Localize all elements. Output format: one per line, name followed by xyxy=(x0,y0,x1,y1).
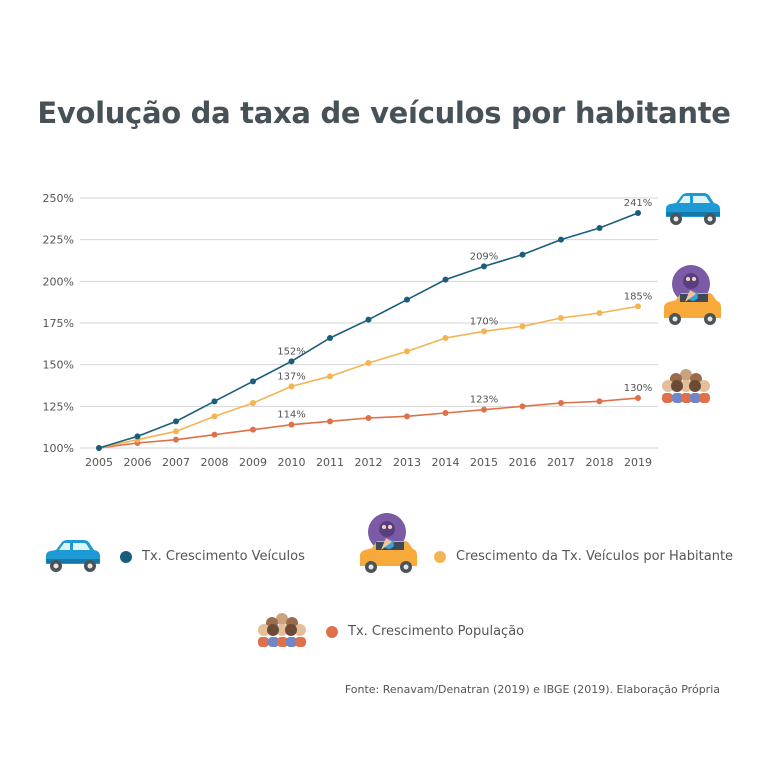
x-tick-label: 2007 xyxy=(162,456,190,469)
y-tick-label: 225% xyxy=(43,234,74,247)
data-label: 137% xyxy=(277,371,306,382)
data-point xyxy=(404,296,410,303)
data-point xyxy=(558,400,564,406)
legend-item-veiculos-por-habitante: Crescimento da Tx. Veículos por Habitant… xyxy=(434,549,733,564)
data-point xyxy=(365,360,372,366)
data-point xyxy=(404,413,410,420)
data-label: 241% xyxy=(624,198,653,209)
y-tick-label: 125% xyxy=(43,400,74,413)
data-point xyxy=(558,236,564,243)
legend-label: Crescimento da Tx. Veículos por Habitant… xyxy=(456,549,734,564)
series-line xyxy=(98,305,639,449)
data-point xyxy=(288,358,295,365)
data-point xyxy=(442,410,449,416)
data-point xyxy=(481,406,487,413)
data-point xyxy=(250,426,256,433)
data-point xyxy=(211,398,218,405)
x-tick-label: 2010 xyxy=(278,456,306,469)
people-group-icon xyxy=(662,369,710,403)
data-point xyxy=(635,395,641,401)
data-point xyxy=(442,276,449,283)
data-point xyxy=(327,418,333,425)
car-with-person-icon xyxy=(664,265,721,325)
data-point xyxy=(365,316,372,323)
data-point xyxy=(481,263,487,270)
data-label: 170% xyxy=(470,316,499,327)
data-point xyxy=(134,433,141,440)
data-point xyxy=(327,373,333,380)
car-with-person-icon xyxy=(360,513,417,573)
data-label: 114% xyxy=(277,410,306,421)
legend-label: Tx. Crescimento Veículos xyxy=(142,549,305,564)
data-point xyxy=(250,400,256,406)
legend-item-veiculos: Tx. Crescimento Veículos xyxy=(120,549,305,564)
x-tick-label: 2016 xyxy=(509,456,537,469)
data-point xyxy=(250,378,256,385)
data-point xyxy=(173,436,179,443)
data-point xyxy=(519,403,526,410)
x-tick-label: 2009 xyxy=(239,456,267,469)
legend-item-populacao: Tx. Crescimento População xyxy=(326,624,524,639)
series-line xyxy=(98,397,639,449)
data-label: 209% xyxy=(470,251,499,262)
x-tick-label: 2017 xyxy=(547,456,575,469)
data-label: 130% xyxy=(624,383,653,394)
data-label: 123% xyxy=(470,395,499,406)
y-tick-label: 200% xyxy=(43,275,74,288)
data-point xyxy=(365,415,372,421)
y-tick-label: 150% xyxy=(43,359,74,372)
data-point xyxy=(596,398,603,405)
data-point xyxy=(211,431,218,438)
x-tick-label: 2006 xyxy=(124,456,152,469)
data-point xyxy=(519,323,526,330)
data-label: 152% xyxy=(277,346,306,357)
data-point xyxy=(442,335,449,341)
series-line xyxy=(98,212,639,449)
x-tick-label: 2018 xyxy=(586,456,614,469)
data-point xyxy=(596,310,603,316)
y-tick-label: 250% xyxy=(43,192,74,205)
source-note: Fonte: Renavam/Denatran (2019) e IBGE (2… xyxy=(344,683,720,696)
x-tick-label: 2012 xyxy=(355,456,383,469)
x-tick-label: 2011 xyxy=(316,456,344,469)
legend-dot xyxy=(120,550,132,563)
people-group-icon xyxy=(258,613,306,647)
data-point xyxy=(519,251,526,258)
y-tick-label: 100% xyxy=(43,442,74,455)
data-point xyxy=(288,421,295,428)
data-point xyxy=(404,348,410,355)
data-point xyxy=(211,413,218,420)
data-point xyxy=(96,445,102,451)
data-point xyxy=(327,335,333,341)
data-point xyxy=(173,418,179,425)
car-icon xyxy=(46,540,100,572)
x-tick-label: 2005 xyxy=(85,456,113,469)
x-tick-label: 2008 xyxy=(201,456,229,469)
car-icon xyxy=(666,193,720,225)
x-tick-label: 2015 xyxy=(470,456,498,469)
y-tick-label: 175% xyxy=(43,317,74,330)
x-tick-label: 2014 xyxy=(432,456,460,469)
data-point xyxy=(635,303,641,310)
data-point xyxy=(635,210,641,216)
data-point xyxy=(596,225,603,231)
data-point xyxy=(288,383,295,390)
data-label: 185% xyxy=(624,291,653,302)
data-point xyxy=(481,328,487,335)
data-point xyxy=(173,428,179,435)
legend-label: Tx. Crescimento População xyxy=(348,624,525,639)
legend-dot xyxy=(434,550,446,563)
legend-dot xyxy=(326,625,338,638)
x-tick-label: 2019 xyxy=(624,456,652,469)
x-tick-label: 2013 xyxy=(393,456,421,469)
data-point xyxy=(558,315,564,321)
chart-title: Evolução da taxa de veículos por habitan… xyxy=(37,96,731,130)
